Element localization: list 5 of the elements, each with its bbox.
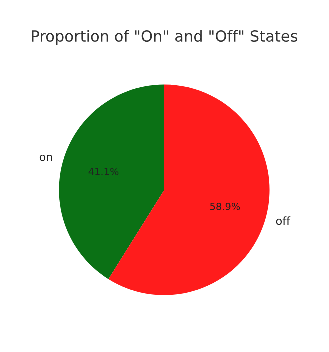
slice-label: on xyxy=(40,154,52,162)
data-label: 58.9% xyxy=(210,202,240,210)
data-label: 41.1% xyxy=(88,168,119,176)
chart-title: Proportion of "On" and "Off" States xyxy=(32,30,298,45)
slice-label: off xyxy=(276,216,291,226)
